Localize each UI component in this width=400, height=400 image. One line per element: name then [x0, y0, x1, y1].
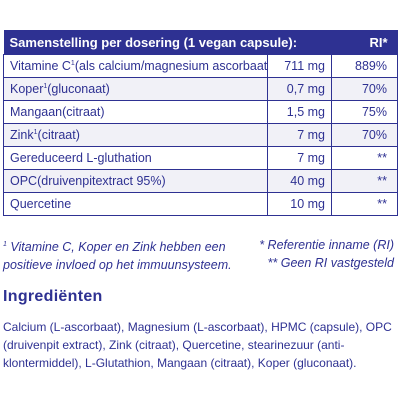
table-row: Vitamine C1(als calcium/magnesium ascorb… [3, 54, 398, 78]
footnote-immune-text: Vitamine C, Koper en Zink hebben een pos… [3, 240, 232, 272]
amount-cell: 711 mg [267, 54, 332, 78]
amount-cell: 1,5 mg [267, 100, 332, 124]
amount-cell: 7 mg [267, 123, 332, 147]
ingredient-detail: (citraat) [37, 128, 80, 142]
ingredients-text: Calcium (L-ascorbaat), Magnesium (L-asco… [3, 320, 392, 370]
amount-cell: 7 mg [267, 146, 332, 170]
ri-header: RI* [331, 30, 398, 55]
composition-header-label: Samenstelling per dosering (1 vegan caps… [3, 30, 332, 55]
ri-cell: ** [331, 192, 398, 216]
ingredient-name-cell: Zink1(citraat) [3, 123, 268, 147]
ingredient-name: Koper [10, 82, 44, 96]
ingredient-detail: (druivenpitextract 95%) [37, 174, 166, 188]
table-row: Gereduceerd L-gluthation 7 mg ** [3, 146, 398, 170]
footnote-no-ri: ** Geen RI vastgesteld [267, 256, 394, 270]
footnote-marker: 1 [33, 129, 38, 136]
ingredient-detail: (citraat) [62, 105, 105, 119]
ingredient-name-cell: Mangaan(citraat) [3, 100, 268, 124]
ingredient-name: OPC [10, 174, 38, 188]
table-row: Zink1(citraat) 7 mg 70% [3, 123, 398, 147]
ingredient-name: Mangaan [10, 105, 63, 119]
ingredient-name-cell: Quercetine [3, 192, 268, 216]
composition-table: Samenstelling per dosering (1 vegan caps… [3, 30, 398, 216]
ingredients-title: Ingrediënten [3, 288, 103, 305]
footnote-ri: * Referentie inname (RI) ** Geen RI vast… [244, 236, 394, 272]
ingredient-detail: (als calcium/magnesium ascorbaat) [74, 59, 268, 73]
ingredient-detail: (gluconaat) [47, 82, 110, 96]
ingredient-name-cell: Koper1(gluconaat) [3, 77, 268, 101]
footnote-marker: 1 [43, 83, 48, 90]
ingredient-name-cell: Vitamine C1(als calcium/magnesium ascorb… [3, 54, 268, 78]
ingredient-name-cell: Gereduceerd L-gluthation [3, 146, 268, 170]
ingredient-name: Gereduceerd L-gluthation [10, 151, 152, 165]
amount-cell: 0,7 mg [267, 77, 332, 101]
amount-cell: 40 mg [267, 169, 332, 193]
composition-body: Vitamine C1(als calcium/magnesium ascorb… [3, 54, 398, 216]
table-row: OPC(druivenpitextract 95%) 40 mg ** [3, 169, 398, 193]
ri-cell: ** [331, 169, 398, 193]
ingredient-name: Vitamine C [10, 59, 71, 73]
footnote-marker: 1 [3, 241, 7, 248]
table-row: Quercetine 10 mg ** [3, 192, 398, 216]
footnote-marker: 1 [70, 60, 75, 67]
ri-cell: 70% [331, 123, 398, 147]
footnote-ri-definition: * Referentie inname (RI) [259, 238, 394, 252]
amount-cell: 10 mg [267, 192, 332, 216]
ri-cell: 75% [331, 100, 398, 124]
ri-cell: 70% [331, 77, 398, 101]
table-row: Koper1(gluconaat) 0,7 mg 70% [3, 77, 398, 101]
composition-header-row: Samenstelling per dosering (1 vegan caps… [3, 30, 398, 55]
ingredient-name-cell: OPC(druivenpitextract 95%) [3, 169, 268, 193]
table-row: Mangaan(citraat) 1,5 mg 75% [3, 100, 398, 124]
ri-cell: 889% [331, 54, 398, 78]
footnote-immune: 1 Vitamine C, Koper en Zink hebben een p… [3, 236, 253, 274]
ingredient-name: Zink [10, 128, 34, 142]
ri-cell: ** [331, 146, 398, 170]
ingredient-name: Quercetine [10, 197, 72, 211]
